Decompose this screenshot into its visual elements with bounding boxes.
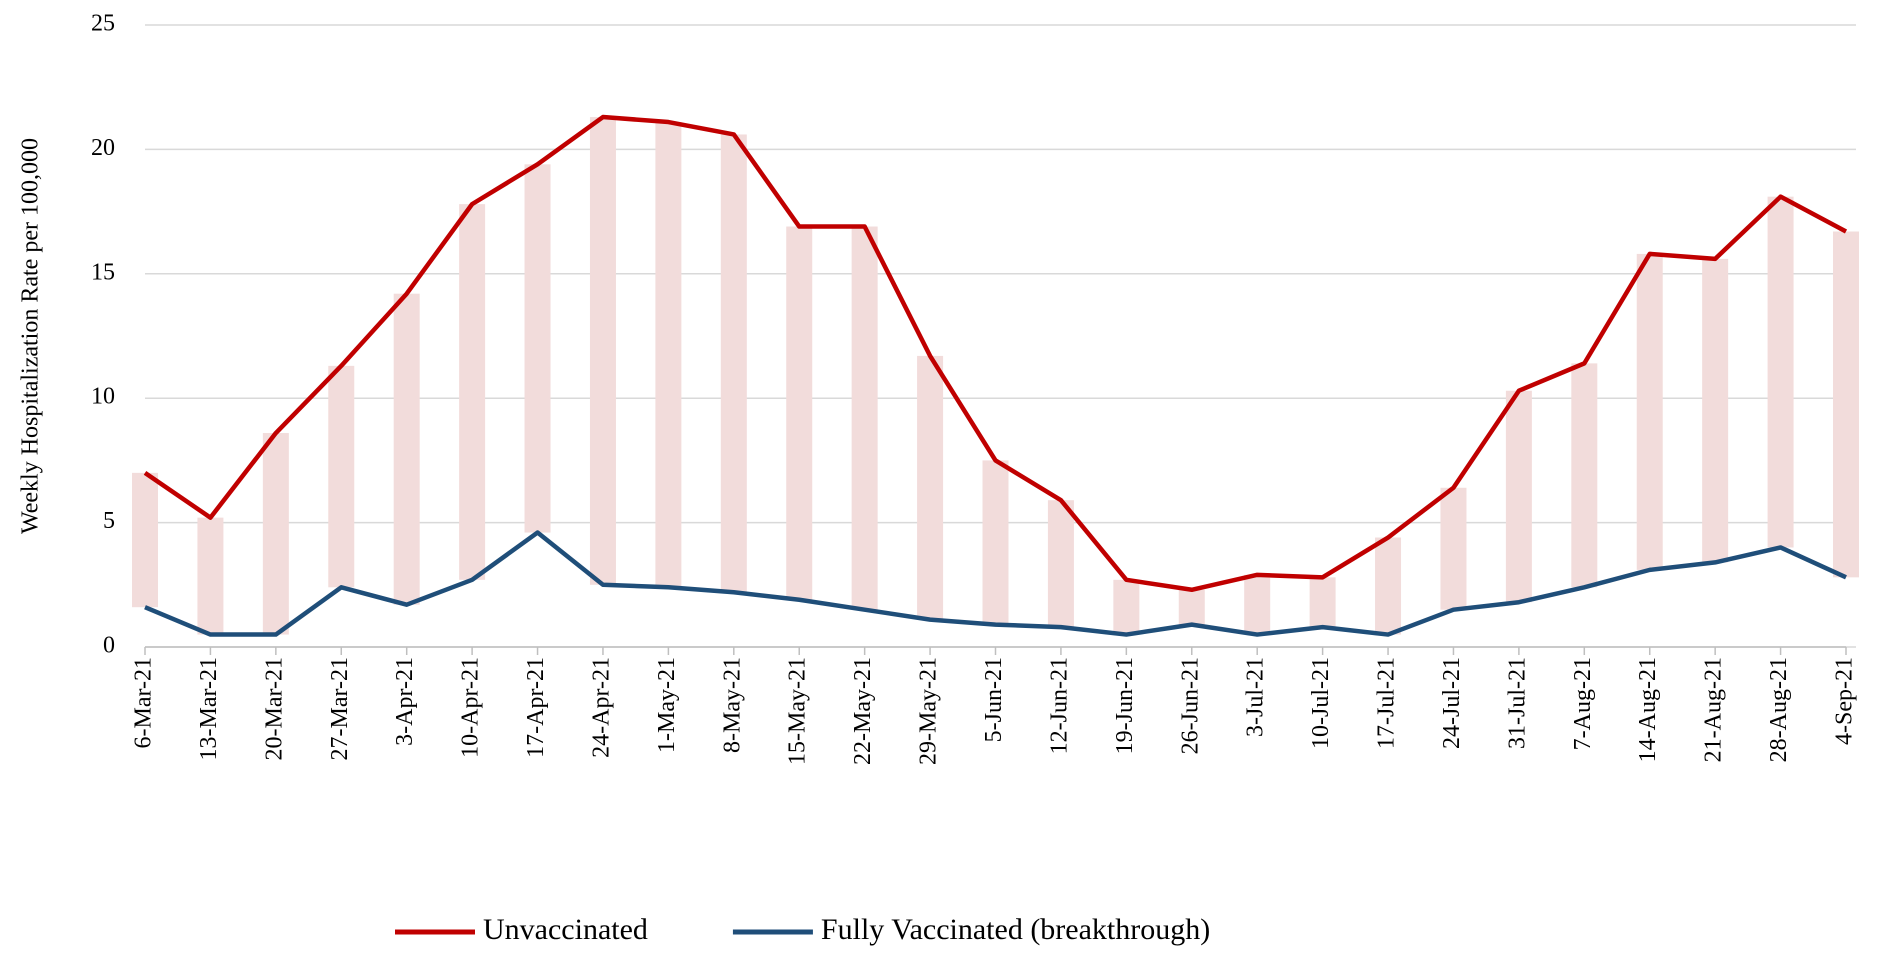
range-bar	[132, 472, 158, 608]
legend-label: Unvaccinated	[483, 913, 648, 946]
x-tick-label: 14-Aug-21	[1635, 657, 1661, 762]
x-tick-label: 10-Apr-21	[458, 657, 484, 758]
x-tick-label: 20-Mar-21	[261, 657, 287, 761]
x-tick-label: 10-Jul-21	[1308, 657, 1334, 749]
x-tick-label: 28-Aug-21	[1766, 657, 1792, 762]
range-bar	[1636, 253, 1663, 570]
x-tick-label: 21-Aug-21	[1701, 657, 1727, 762]
x-tick-label: 5-Jun-21	[981, 657, 1007, 742]
range-bar	[1440, 487, 1467, 610]
range-bar	[1505, 390, 1532, 603]
range-bar	[786, 226, 813, 600]
x-tick-label: 7-Aug-21	[1570, 657, 1596, 750]
x-tick-label: 27-Mar-21	[327, 657, 353, 761]
range-bar	[720, 134, 747, 593]
range-bar	[262, 433, 289, 635]
x-tick-label: 31-Jul-21	[1504, 657, 1530, 749]
range-bar	[393, 293, 420, 605]
x-tick-label: 4-Sep-21	[1832, 657, 1858, 745]
range-bar	[1309, 577, 1336, 628]
x-tick-label: 29-May-21	[916, 657, 942, 765]
y-axis-title: Weekly Hospitalization Rate per 100,000	[18, 138, 44, 534]
x-tick-label: 26-Jun-21	[1177, 657, 1203, 754]
range-bar	[1244, 574, 1271, 635]
range-bar	[982, 460, 1009, 625]
range-bar	[1113, 579, 1140, 635]
y-tick-label: 15	[91, 259, 115, 285]
range-bar	[851, 226, 878, 610]
x-tick-label: 19-Jun-21	[1112, 657, 1138, 754]
y-tick-label: 5	[103, 508, 115, 534]
range-bar	[197, 517, 224, 635]
x-tick-label: 17-Jul-21	[1374, 657, 1400, 749]
range-bar	[1178, 589, 1205, 625]
x-tick-label: 12-Jun-21	[1046, 657, 1072, 754]
y-tick-label: 10	[91, 384, 115, 410]
x-tick-label: 17-Apr-21	[523, 657, 549, 758]
series-line	[144, 530, 1847, 637]
y-tick-label: 20	[91, 135, 115, 161]
x-tick-label: 24-Jul-21	[1439, 657, 1465, 749]
x-tick-label: 3-Apr-21	[392, 657, 418, 746]
range-bar	[1047, 500, 1074, 628]
range-bar	[459, 204, 486, 580]
range-bar	[1375, 537, 1402, 635]
x-tick-label: 15-May-21	[785, 657, 811, 765]
x-tick-label: 3-Jul-21	[1243, 657, 1269, 737]
series-line	[143, 114, 1848, 593]
range-bar	[328, 365, 355, 588]
range-bar	[655, 122, 682, 588]
range-bar	[524, 164, 551, 533]
range-bar	[1571, 363, 1598, 588]
y-tick-label: 0	[103, 633, 115, 659]
x-tick-label: 6-Mar-21	[131, 657, 157, 749]
range-bar	[1767, 196, 1794, 548]
range-bar	[917, 355, 944, 620]
y-tick-label: 25	[91, 11, 115, 37]
x-tick-label: 13-Mar-21	[196, 657, 222, 761]
x-tick-label: 8-May-21	[719, 657, 745, 753]
x-tick-label: 24-Apr-21	[588, 657, 614, 758]
range-bar	[1833, 231, 1859, 578]
range-bar	[1702, 258, 1729, 563]
x-tick-label: 1-May-21	[654, 657, 680, 753]
legend-label: Fully Vaccinated (breakthrough)	[821, 913, 1210, 946]
x-tick-label: 22-May-21	[850, 657, 876, 765]
range-bar	[589, 117, 616, 585]
